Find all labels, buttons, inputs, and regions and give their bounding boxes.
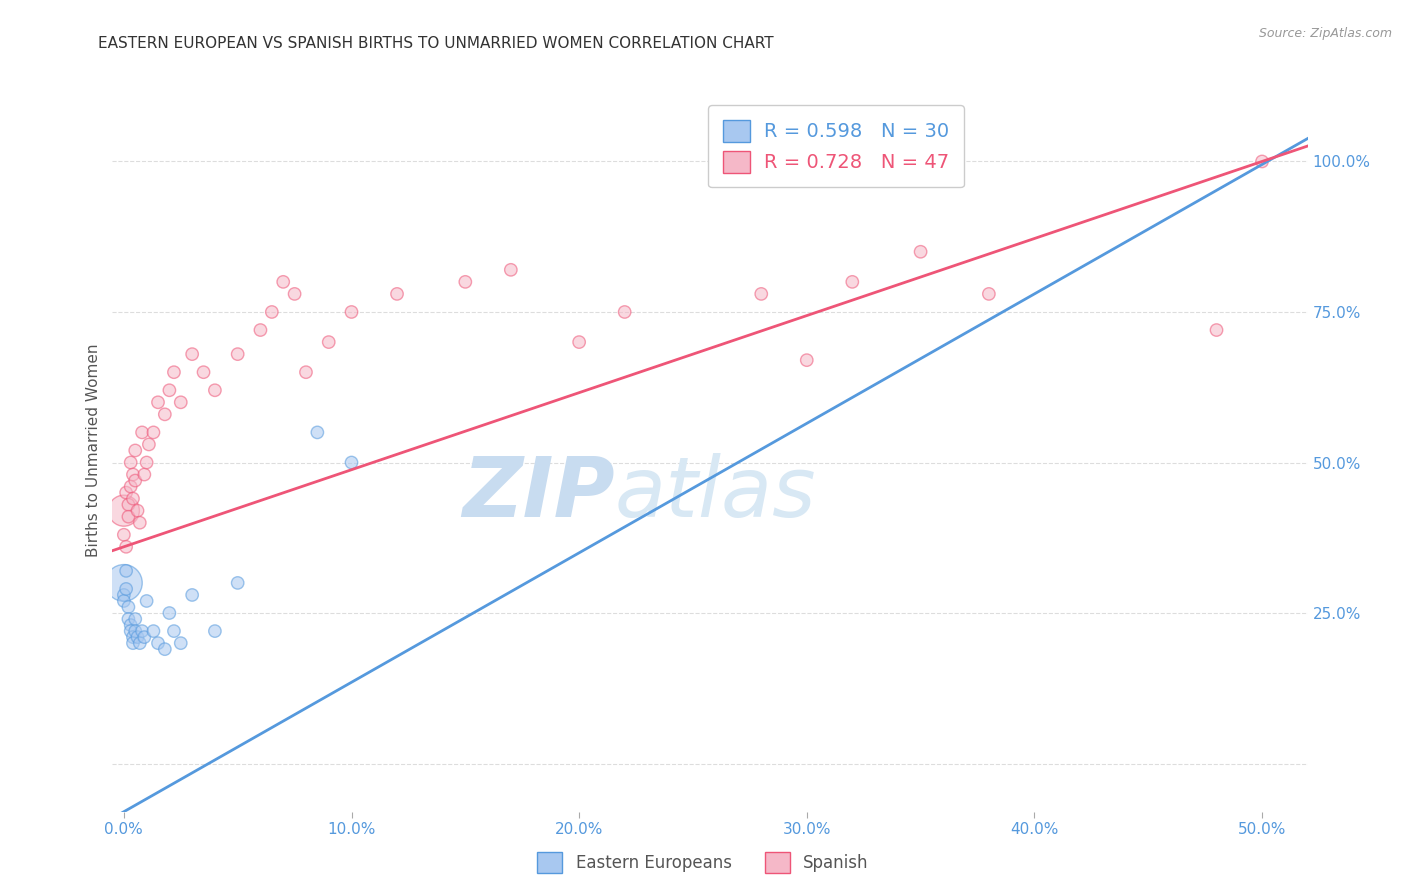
Point (499, 263, 522, 277)
Point (340, 455, 363, 469)
Point (120, 480, 142, 494)
Point (163, 365, 186, 379)
Point (135, 455, 157, 469)
Point (128, 636, 150, 650)
Point (131, 624, 153, 639)
Point (318, 335, 340, 350)
Point (157, 384, 180, 398)
Point (163, 624, 186, 639)
Point (135, 594, 157, 608)
Point (117, 599, 139, 614)
Point (910, 244, 932, 259)
Point (134, 467, 156, 482)
Point (122, 491, 145, 506)
Point (454, 275, 477, 289)
Text: ZIP: ZIP (461, 453, 614, 534)
Point (127, 503, 149, 517)
Point (124, 474, 146, 488)
Point (271, 275, 294, 289)
Point (112, 594, 135, 608)
Point (977, 287, 1000, 301)
Legend: R = 0.598   N = 30, R = 0.728   N = 47: R = 0.598 N = 30, R = 0.728 N = 47 (709, 105, 965, 187)
Point (117, 612, 139, 626)
Point (124, 624, 146, 639)
Point (181, 588, 204, 602)
Point (112, 588, 135, 602)
Point (385, 287, 408, 301)
Point (226, 347, 249, 361)
Point (131, 425, 153, 440)
Point (124, 443, 146, 458)
Point (841, 275, 863, 289)
Point (115, 582, 138, 596)
Point (115, 540, 138, 554)
Point (142, 425, 165, 440)
Point (134, 630, 156, 644)
Point (295, 365, 318, 379)
Point (749, 287, 772, 301)
Point (112, 528, 135, 542)
Point (568, 335, 591, 350)
Point (153, 407, 176, 422)
Point (142, 624, 165, 639)
Point (249, 323, 271, 337)
Point (170, 636, 193, 650)
Text: atlas: atlas (614, 453, 815, 534)
Point (157, 606, 180, 620)
Point (307, 425, 329, 440)
Point (122, 630, 145, 644)
Point (204, 384, 226, 398)
Y-axis label: Births to Unmarried Women: Births to Unmarried Women (86, 343, 101, 558)
Point (128, 516, 150, 530)
Point (112, 576, 135, 591)
Point (910, 161, 932, 175)
Point (124, 612, 146, 626)
Point (117, 498, 139, 512)
Point (193, 365, 215, 379)
Point (340, 305, 363, 319)
Point (115, 564, 138, 578)
Point (146, 395, 169, 409)
Point (181, 347, 204, 361)
Point (120, 618, 142, 632)
Point (284, 287, 307, 301)
Point (204, 624, 226, 639)
Point (127, 630, 149, 644)
Point (1251, 154, 1274, 169)
Point (115, 485, 138, 500)
Point (120, 455, 142, 469)
Point (796, 353, 818, 368)
Point (146, 636, 169, 650)
Point (120, 624, 142, 639)
Point (260, 305, 283, 319)
Point (613, 305, 636, 319)
Legend: Eastern Europeans, Spanish: Eastern Europeans, Spanish (530, 846, 876, 880)
Point (138, 437, 160, 451)
Point (117, 509, 139, 524)
Point (153, 642, 176, 657)
Text: EASTERN EUROPEAN VS SPANISH BIRTHS TO UNMARRIED WOMEN CORRELATION CHART: EASTERN EUROPEAN VS SPANISH BIRTHS TO UN… (98, 36, 775, 51)
Point (122, 636, 145, 650)
Point (122, 467, 145, 482)
Text: Source: ZipAtlas.com: Source: ZipAtlas.com (1258, 27, 1392, 40)
Point (112, 503, 135, 517)
Point (1205, 323, 1227, 337)
Point (170, 395, 193, 409)
Point (226, 576, 249, 591)
